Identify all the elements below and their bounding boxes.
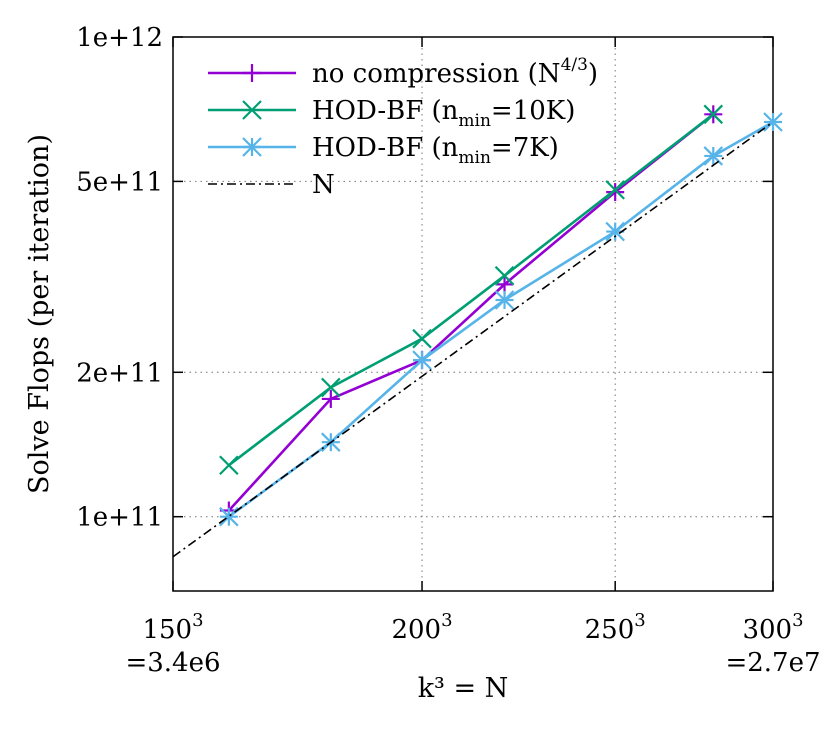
legend-label: HOD-BF (nmin=10K) — [312, 96, 575, 131]
plot-frame — [172, 36, 774, 592]
x-tick-sublabel: =2.7e7 — [725, 648, 820, 678]
legend-label: HOD-BF (nmin=7K) — [312, 133, 559, 168]
grid — [173, 37, 773, 591]
x-tick-label: 2003 — [391, 610, 452, 645]
legend-label: no compression (N4/3) — [312, 55, 598, 89]
y-tick-label: 5e+11 — [76, 167, 163, 197]
data-point — [605, 221, 625, 242]
series-line — [227, 113, 715, 512]
data-point — [219, 455, 239, 476]
series-layer — [172, 104, 783, 558]
data-point — [703, 104, 724, 125]
data-point — [605, 180, 625, 200]
legend-entry-2: HOD-BF (nmin=7K) — [208, 133, 559, 168]
x-tick-sublabel: =3.4e6 — [125, 648, 220, 678]
x-tick-label: 2503 — [585, 610, 646, 645]
legend: no compression (N4/3) HOD-BF (nmin=10K)HO… — [208, 55, 598, 200]
data-point — [321, 377, 341, 398]
y-tick-label: 2e+11 — [76, 358, 163, 388]
x-axis-label: k³ = N — [418, 673, 509, 704]
y-axis-label: Solve Flops (per iteration) — [24, 134, 55, 494]
x-tick-label: 3003 — [742, 610, 803, 645]
data-point — [219, 506, 239, 527]
legend-marker — [242, 137, 262, 157]
data-point — [494, 265, 515, 286]
legend-entry-3: N — [208, 170, 335, 200]
legend-marker — [242, 100, 262, 120]
data-point — [494, 290, 515, 310]
data-point — [703, 146, 724, 166]
ticks: 1e+11 2e+11 5e+11 1e+12 1503=3.4e6 2003 2503 30… — [76, 23, 820, 678]
x-tick-label: 1503 — [142, 610, 203, 645]
y-tick-label: 1e+12 — [76, 23, 163, 53]
legend-entry-1: HOD-BF (nmin=10K) — [208, 96, 575, 131]
y-tick-label: 1e+11 — [76, 503, 163, 533]
series-1 — [219, 104, 724, 476]
data-point — [412, 328, 432, 349]
data-point — [412, 350, 432, 370]
series-line — [228, 113, 715, 467]
legend-entry-0: no compression (N4/3) — [208, 55, 598, 89]
data-point — [763, 112, 783, 132]
legend-label: N — [312, 170, 335, 200]
